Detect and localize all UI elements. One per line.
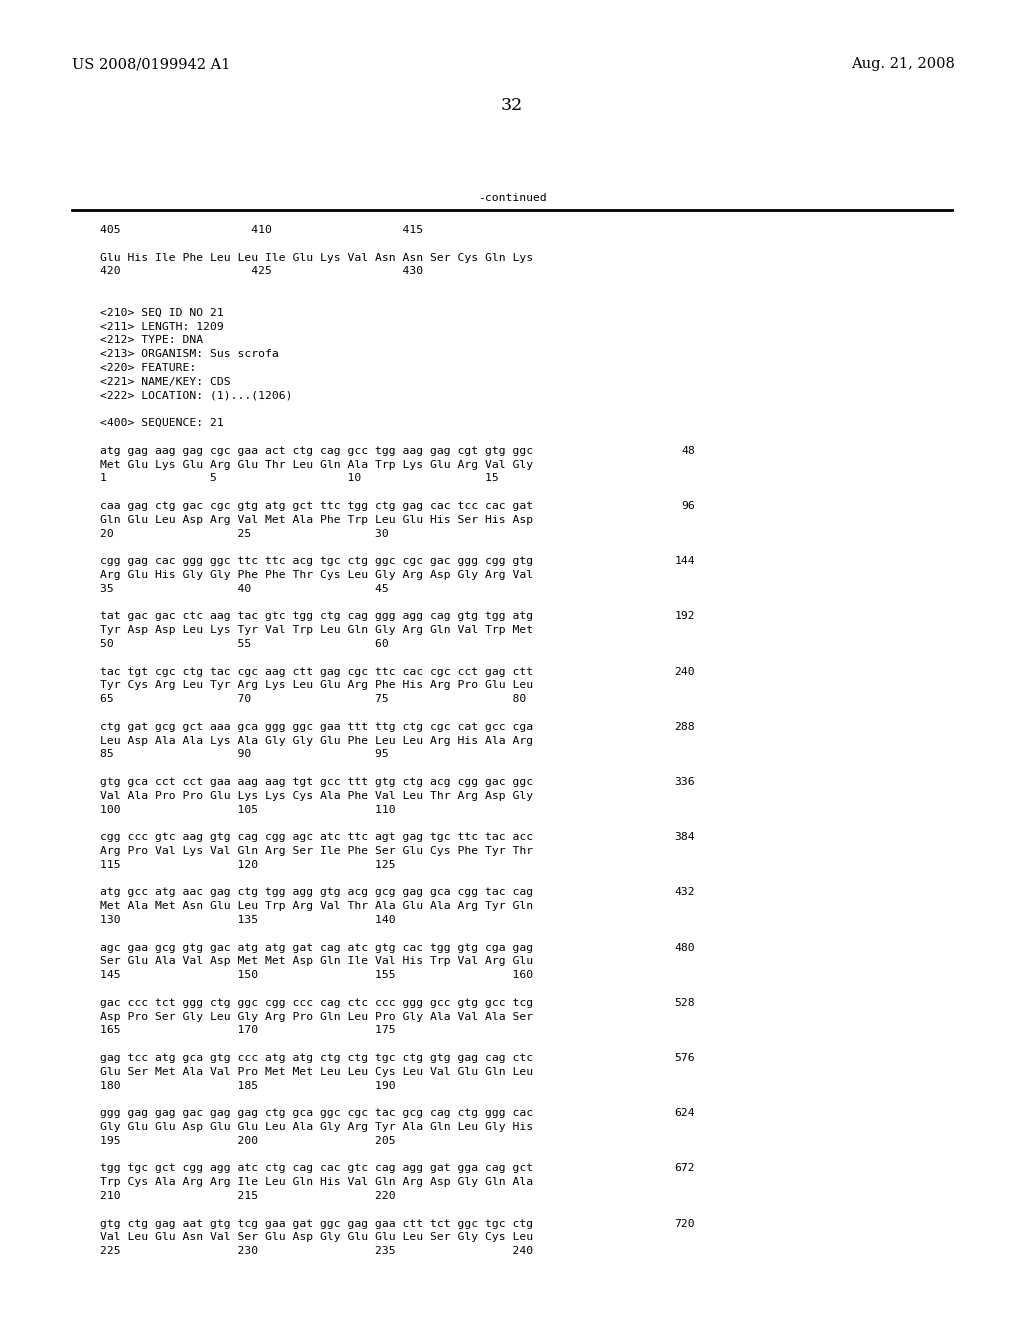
Text: <400> SEQUENCE: 21: <400> SEQUENCE: 21: [100, 418, 224, 428]
Text: 384: 384: [675, 832, 695, 842]
Text: 288: 288: [675, 722, 695, 731]
Text: <210> SEQ ID NO 21: <210> SEQ ID NO 21: [100, 308, 224, 318]
Text: 145                 150                 155                 160: 145 150 155 160: [100, 970, 534, 981]
Text: Asp Pro Ser Gly Leu Gly Arg Pro Gln Leu Pro Gly Ala Val Ala Ser: Asp Pro Ser Gly Leu Gly Arg Pro Gln Leu …: [100, 1011, 534, 1022]
Text: ctg gat gcg gct aaa gca ggg ggc gaa ttt ttg ctg cgc cat gcc cga: ctg gat gcg gct aaa gca ggg ggc gaa ttt …: [100, 722, 534, 731]
Text: 130                 135                 140: 130 135 140: [100, 915, 395, 925]
Text: cgg ccc gtc aag gtg cag cgg agc atc ttc agt gag tgc ttc tac acc: cgg ccc gtc aag gtg cag cgg agc atc ttc …: [100, 832, 534, 842]
Text: 195                 200                 205: 195 200 205: [100, 1135, 395, 1146]
Text: atg gcc atg aac gag ctg tgg agg gtg acg gcg gag gca cgg tac cag: atg gcc atg aac gag ctg tgg agg gtg acg …: [100, 887, 534, 898]
Text: cgg gag cac ggg ggc ttc ttc acg tgc ctg ggc cgc gac ggg cgg gtg: cgg gag cac ggg ggc ttc ttc acg tgc ctg …: [100, 556, 534, 566]
Text: 32: 32: [501, 96, 523, 114]
Text: Met Glu Lys Glu Arg Glu Thr Leu Gln Ala Trp Lys Glu Arg Val Gly: Met Glu Lys Glu Arg Glu Thr Leu Gln Ala …: [100, 459, 534, 470]
Text: atg gag aag gag cgc gaa act ctg cag gcc tgg aag gag cgt gtg ggc: atg gag aag gag cgc gaa act ctg cag gcc …: [100, 446, 534, 455]
Text: Glu Ser Met Ala Val Pro Met Met Leu Leu Cys Leu Val Glu Gln Leu: Glu Ser Met Ala Val Pro Met Met Leu Leu …: [100, 1067, 534, 1077]
Text: 48: 48: [681, 446, 695, 455]
Text: gac ccc tct ggg ctg ggc cgg ccc cag ctc ccc ggg gcc gtg gcc tcg: gac ccc tct ggg ctg ggc cgg ccc cag ctc …: [100, 998, 534, 1007]
Text: agc gaa gcg gtg gac atg atg gat cag atc gtg cac tgg gtg cga gag: agc gaa gcg gtg gac atg atg gat cag atc …: [100, 942, 534, 953]
Text: 35                  40                  45: 35 40 45: [100, 583, 389, 594]
Text: gtg gca cct cct gaa aag aag tgt gcc ttt gtg ctg acg cgg gac ggc: gtg gca cct cct gaa aag aag tgt gcc ttt …: [100, 777, 534, 787]
Text: <220> FEATURE:: <220> FEATURE:: [100, 363, 197, 374]
Text: Gly Glu Glu Asp Glu Glu Leu Ala Gly Arg Tyr Ala Gln Leu Gly His: Gly Glu Glu Asp Glu Glu Leu Ala Gly Arg …: [100, 1122, 534, 1133]
Text: -continued: -continued: [477, 193, 547, 203]
Text: 225                 230                 235                 240: 225 230 235 240: [100, 1246, 534, 1257]
Text: 144: 144: [675, 556, 695, 566]
Text: Val Ala Pro Pro Glu Lys Lys Cys Ala Phe Val Leu Thr Arg Asp Gly: Val Ala Pro Pro Glu Lys Lys Cys Ala Phe …: [100, 791, 534, 801]
Text: Leu Asp Ala Ala Lys Ala Gly Gly Glu Phe Leu Leu Arg His Ala Arg: Leu Asp Ala Ala Lys Ala Gly Gly Glu Phe …: [100, 735, 534, 746]
Text: gtg ctg gag aat gtg tcg gaa gat ggc gag gaa ctt tct ggc tgc ctg: gtg ctg gag aat gtg tcg gaa gat ggc gag …: [100, 1218, 534, 1229]
Text: 192: 192: [675, 611, 695, 622]
Text: 432: 432: [675, 887, 695, 898]
Text: 1               5                   10                  15: 1 5 10 15: [100, 474, 499, 483]
Text: <221> NAME/KEY: CDS: <221> NAME/KEY: CDS: [100, 376, 230, 387]
Text: <213> ORGANISM: Sus scrofa: <213> ORGANISM: Sus scrofa: [100, 350, 279, 359]
Text: Ser Glu Ala Val Asp Met Met Asp Gln Ile Val His Trp Val Arg Glu: Ser Glu Ala Val Asp Met Met Asp Gln Ile …: [100, 957, 534, 966]
Text: 96: 96: [681, 502, 695, 511]
Text: 420                   425                   430: 420 425 430: [100, 267, 423, 276]
Text: 115                 120                 125: 115 120 125: [100, 859, 395, 870]
Text: Met Ala Met Asn Glu Leu Trp Arg Val Thr Ala Glu Ala Arg Tyr Gln: Met Ala Met Asn Glu Leu Trp Arg Val Thr …: [100, 902, 534, 911]
Text: caa gag ctg gac cgc gtg atg gct ttc tgg ctg gag cac tcc cac gat: caa gag ctg gac cgc gtg atg gct ttc tgg …: [100, 502, 534, 511]
Text: 20                  25                  30: 20 25 30: [100, 528, 389, 539]
Text: gag tcc atg gca gtg ccc atg atg ctg ctg tgc ctg gtg gag cag ctc: gag tcc atg gca gtg ccc atg atg ctg ctg …: [100, 1053, 534, 1063]
Text: 576: 576: [675, 1053, 695, 1063]
Text: 65                  70                  75                  80: 65 70 75 80: [100, 694, 526, 704]
Text: US 2008/0199942 A1: US 2008/0199942 A1: [72, 57, 230, 71]
Text: ggg gag gag gac gag gag ctg gca ggc cgc tac gcg cag ctg ggg cac: ggg gag gag gac gag gag ctg gca ggc cgc …: [100, 1109, 534, 1118]
Text: <211> LENGTH: 1209: <211> LENGTH: 1209: [100, 322, 224, 331]
Text: 672: 672: [675, 1163, 695, 1173]
Text: 405                   410                   415: 405 410 415: [100, 224, 423, 235]
Text: Tyr Cys Arg Leu Tyr Arg Lys Leu Glu Arg Phe His Arg Pro Glu Leu: Tyr Cys Arg Leu Tyr Arg Lys Leu Glu Arg …: [100, 680, 534, 690]
Text: Arg Pro Val Lys Val Gln Arg Ser Ile Phe Ser Glu Cys Phe Tyr Thr: Arg Pro Val Lys Val Gln Arg Ser Ile Phe …: [100, 846, 534, 855]
Text: 720: 720: [675, 1218, 695, 1229]
Text: Glu His Ile Phe Leu Leu Ile Glu Lys Val Asn Asn Ser Cys Gln Lys: Glu His Ile Phe Leu Leu Ile Glu Lys Val …: [100, 252, 534, 263]
Text: 336: 336: [675, 777, 695, 787]
Text: Tyr Asp Asp Leu Lys Tyr Val Trp Leu Gln Gly Arg Gln Val Trp Met: Tyr Asp Asp Leu Lys Tyr Val Trp Leu Gln …: [100, 626, 534, 635]
Text: 85                  90                  95: 85 90 95: [100, 750, 389, 759]
Text: <222> LOCATION: (1)...(1206): <222> LOCATION: (1)...(1206): [100, 391, 293, 400]
Text: tat gac gac ctc aag tac gtc tgg ctg cag ggg agg cag gtg tgg atg: tat gac gac ctc aag tac gtc tgg ctg cag …: [100, 611, 534, 622]
Text: 210                 215                 220: 210 215 220: [100, 1191, 395, 1201]
Text: Trp Cys Ala Arg Arg Ile Leu Gln His Val Gln Arg Asp Gly Gln Ala: Trp Cys Ala Arg Arg Ile Leu Gln His Val …: [100, 1177, 534, 1187]
Text: 240: 240: [675, 667, 695, 677]
Text: 528: 528: [675, 998, 695, 1007]
Text: tac tgt cgc ctg tac cgc aag ctt gag cgc ttc cac cgc cct gag ctt: tac tgt cgc ctg tac cgc aag ctt gag cgc …: [100, 667, 534, 677]
Text: 480: 480: [675, 942, 695, 953]
Text: tgg tgc gct cgg agg atc ctg cag cac gtc cag agg gat gga cag gct: tgg tgc gct cgg agg atc ctg cag cac gtc …: [100, 1163, 534, 1173]
Text: 165                 170                 175: 165 170 175: [100, 1026, 395, 1035]
Text: 624: 624: [675, 1109, 695, 1118]
Text: <212> TYPE: DNA: <212> TYPE: DNA: [100, 335, 203, 346]
Text: Val Leu Glu Asn Val Ser Glu Asp Gly Glu Glu Leu Ser Gly Cys Leu: Val Leu Glu Asn Val Ser Glu Asp Gly Glu …: [100, 1233, 534, 1242]
Text: 50                  55                  60: 50 55 60: [100, 639, 389, 649]
Text: Aug. 21, 2008: Aug. 21, 2008: [851, 57, 955, 71]
Text: Gln Glu Leu Asp Arg Val Met Ala Phe Trp Leu Glu His Ser His Asp: Gln Glu Leu Asp Arg Val Met Ala Phe Trp …: [100, 515, 534, 525]
Text: 180                 185                 190: 180 185 190: [100, 1081, 395, 1090]
Text: Arg Glu His Gly Gly Phe Phe Thr Cys Leu Gly Arg Asp Gly Arg Val: Arg Glu His Gly Gly Phe Phe Thr Cys Leu …: [100, 570, 534, 579]
Text: 100                 105                 110: 100 105 110: [100, 805, 395, 814]
